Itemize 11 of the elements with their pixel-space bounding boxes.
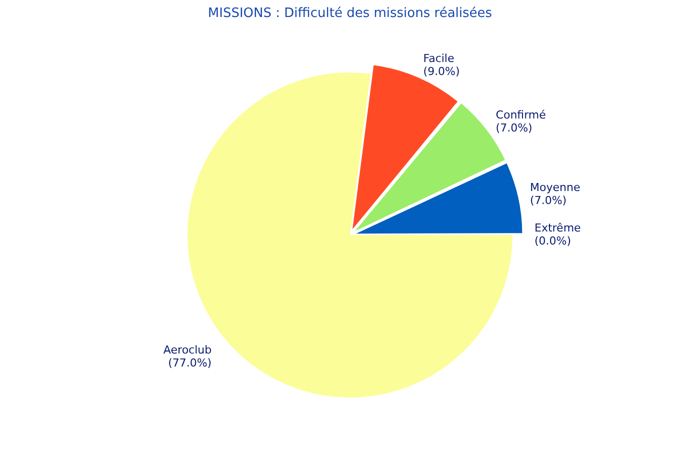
data-label: (77.0%) xyxy=(168,356,212,370)
data-label: (7.0%) xyxy=(496,121,532,134)
text: (0.0%) xyxy=(534,234,572,248)
chart-title: MISSIONS : Difficulté des missions réalisées xyxy=(206,6,494,21)
slice-label: Moyenne xyxy=(530,181,580,194)
slice-label: Aeroclub xyxy=(163,343,212,356)
slice-label: Facile xyxy=(423,52,454,66)
data-label: (9.0%) xyxy=(423,65,460,78)
data-label: (7.0%) xyxy=(530,194,567,208)
slice-label: Confirmé xyxy=(496,108,546,122)
category-label: Extrême xyxy=(534,221,581,234)
